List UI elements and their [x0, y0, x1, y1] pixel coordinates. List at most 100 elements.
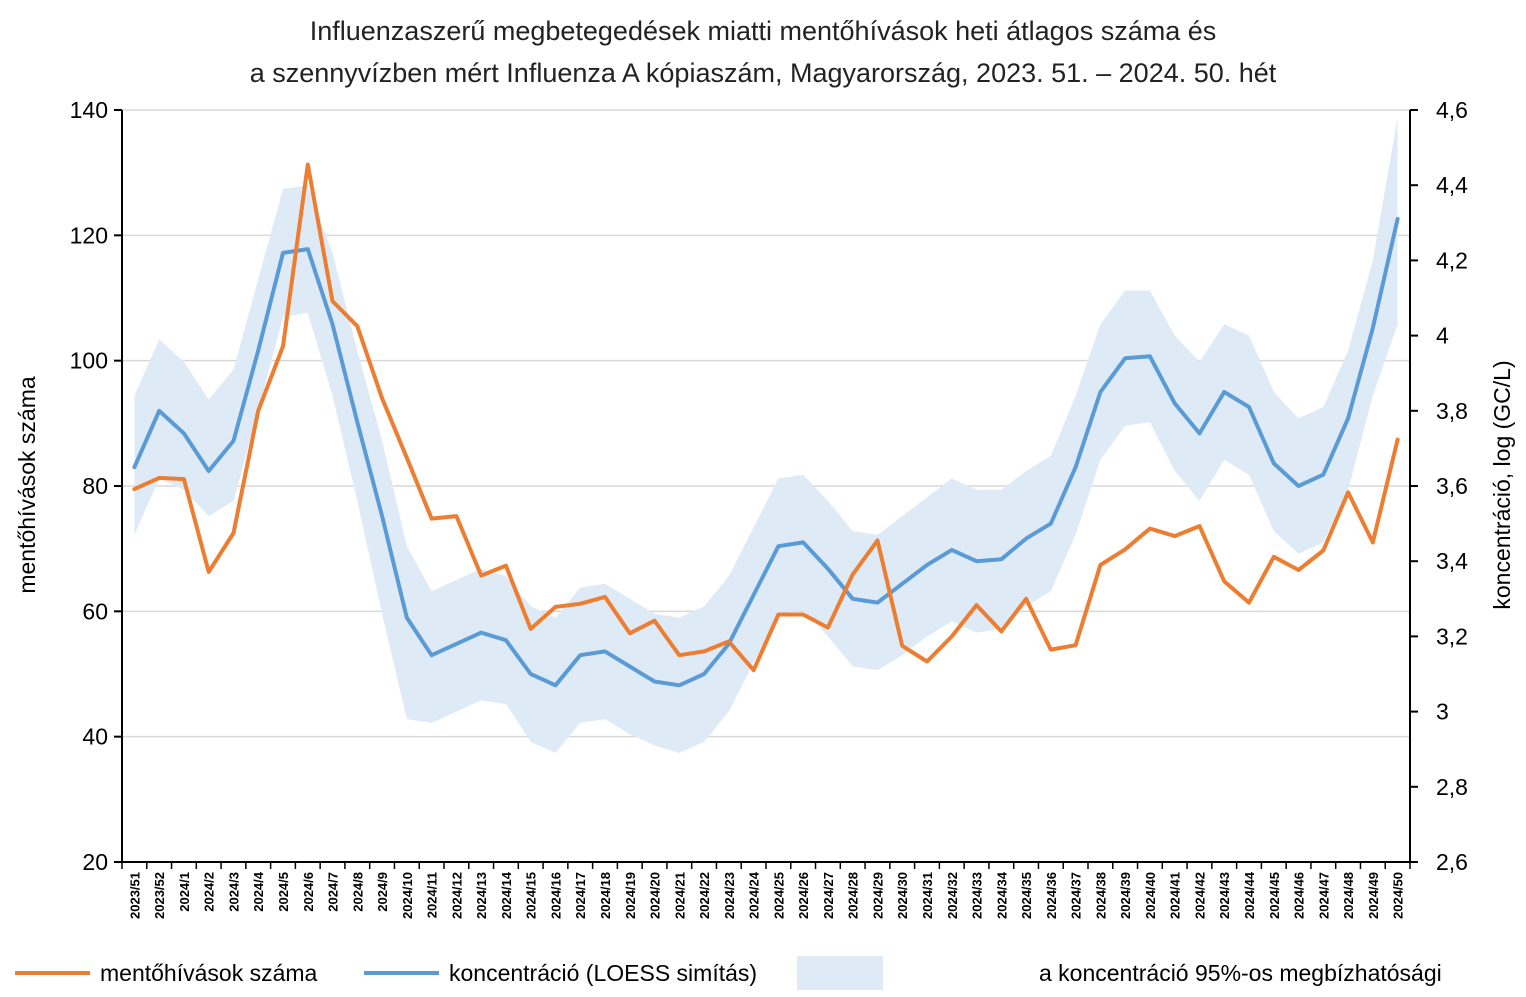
data-point-mentohivasok	[653, 619, 657, 623]
x-axis-ticks: 2023/51 2023/52 2024/1 2024/2 2024/3 2024/4 20…	[121, 862, 1411, 919]
data-point-koncentracio	[925, 563, 929, 567]
data-point-koncentracio	[677, 683, 681, 687]
x-tick-label: 2024/18	[598, 872, 613, 919]
data-point-mentohivasok	[801, 612, 805, 616]
data-point-koncentracio	[1272, 461, 1276, 465]
data-point-mentohivasok	[1321, 549, 1325, 553]
data-point-mentohivasok	[479, 574, 483, 578]
x-tick-label: 2024/7	[326, 872, 341, 912]
x-tick-label: 2024/48	[1341, 872, 1356, 919]
x-tick-label: 2024/15	[524, 872, 539, 919]
data-point-mentohivasok	[182, 477, 186, 481]
data-point-mentohivasok	[380, 396, 384, 400]
y-tick-label-left: 40	[82, 724, 108, 750]
data-point-koncentracio	[826, 567, 830, 571]
x-tick-label: 2024/46	[1292, 872, 1307, 919]
data-point-mentohivasok	[504, 564, 508, 568]
data-point-koncentracio	[900, 582, 904, 586]
x-tick-label: 2024/44	[1242, 871, 1257, 919]
data-point-mentohivasok	[529, 627, 533, 631]
data-point-koncentracio	[529, 672, 533, 676]
x-tick-label: 2024/23	[722, 872, 737, 919]
x-tick-label: 2024/34	[994, 871, 1009, 919]
x-tick-label: 2024/13	[474, 872, 489, 919]
x-tick-label: 2024/26	[796, 872, 811, 919]
data-point-mentohivasok	[578, 602, 582, 606]
data-point-koncentracio	[1371, 326, 1375, 330]
data-point-mentohivasok	[430, 517, 434, 521]
data-point-koncentracio	[603, 649, 607, 653]
y-axis-left-label: mentőhívások száma	[14, 376, 40, 594]
y-tick-label-right: 3,2	[1436, 623, 1468, 649]
data-point-mentohivasok	[1049, 648, 1053, 652]
y-tick-label-left: 120	[70, 222, 108, 248]
data-point-koncentracio	[1247, 405, 1251, 409]
y-tick-label-right: 3,4	[1436, 548, 1468, 574]
data-point-mentohivasok	[1222, 579, 1226, 583]
data-point-koncentracio	[1049, 522, 1053, 526]
data-points	[132, 163, 1400, 687]
y-tick-label-right: 2,6	[1436, 849, 1468, 875]
data-point-koncentracio	[281, 251, 285, 255]
data-point-mentohivasok	[1247, 601, 1251, 605]
x-tick-label: 2024/42	[1193, 872, 1208, 919]
data-point-mentohivasok	[1173, 534, 1177, 538]
x-tick-label: 2024/43	[1217, 872, 1232, 919]
data-point-mentohivasok	[603, 595, 607, 599]
x-tick-label: 2024/40	[1143, 872, 1158, 919]
y-axis-left-ticks: 20 40 60 80 100 120 140	[70, 97, 122, 875]
data-point-mentohivasok	[306, 163, 310, 167]
y-axis-right-ticks: 2,6 2,8 3 3,2 3,4 3,6 3,8 4 4,2 4,4 4,6	[1410, 97, 1468, 875]
data-point-koncentracio	[1148, 354, 1152, 358]
x-tick-label: 2024/16	[549, 872, 564, 919]
x-tick-label: 2024/33	[970, 872, 985, 919]
data-point-koncentracio	[999, 557, 1003, 561]
chart-title: Influenzaszerű megbetegedések miatti men…	[310, 16, 1217, 46]
x-tick-label: 2024/35	[1019, 872, 1034, 919]
x-tick-label: 2024/50	[1391, 872, 1406, 919]
data-point-koncentracio	[1197, 431, 1201, 435]
x-tick-label: 2024/25	[771, 872, 786, 919]
data-point-mentohivasok	[776, 612, 780, 616]
data-point-mentohivasok	[1074, 643, 1078, 647]
data-point-koncentracio	[1074, 465, 1078, 469]
y-tick-label-right: 4,4	[1436, 172, 1468, 198]
data-point-mentohivasok	[157, 476, 161, 480]
data-point-mentohivasok	[1396, 438, 1400, 442]
x-tick-label: 2024/31	[920, 872, 935, 919]
data-point-mentohivasok	[875, 539, 879, 543]
y-tick-label-left: 20	[82, 849, 108, 875]
data-point-koncentracio	[1396, 217, 1400, 221]
x-tick-label: 2024/4	[251, 871, 266, 912]
data-point-koncentracio	[653, 680, 657, 684]
x-tick-label: 2024/29	[871, 872, 886, 919]
y-tick-label-right: 3,8	[1436, 398, 1468, 424]
data-point-koncentracio	[454, 642, 458, 646]
data-point-mentohivasok	[454, 514, 458, 518]
x-tick-label: 2024/38	[1093, 872, 1108, 919]
x-tick-label: 2023/51	[127, 872, 142, 919]
data-point-koncentracio	[331, 322, 335, 326]
data-point-mentohivasok	[900, 644, 904, 648]
x-tick-label: 2024/3	[227, 872, 242, 912]
data-point-koncentracio	[132, 465, 136, 469]
legend-label-koncentracio: koncentráció (LOESS simítás)	[449, 960, 757, 986]
data-point-mentohivasok	[727, 639, 731, 643]
x-tick-label: 2024/36	[1044, 872, 1059, 919]
x-tick-label: 2024/19	[623, 872, 638, 919]
data-point-mentohivasok	[256, 409, 260, 413]
x-tick-label: 2024/20	[648, 872, 663, 919]
x-tick-label: 2024/27	[821, 872, 836, 919]
data-point-mentohivasok	[132, 487, 136, 491]
data-point-koncentracio	[727, 642, 731, 646]
legend-swatch-confidence-band	[797, 956, 883, 990]
data-point-koncentracio	[405, 616, 409, 620]
data-point-koncentracio	[504, 638, 508, 642]
data-point-mentohivasok	[826, 626, 830, 630]
data-point-koncentracio	[776, 544, 780, 548]
data-point-mentohivasok	[1346, 490, 1350, 494]
y-tick-label-left: 100	[70, 348, 108, 374]
chart-subtitle: a szennyvízben mért Influenza A kópiaszá…	[250, 58, 1277, 88]
data-point-mentohivasok	[1098, 563, 1102, 567]
y-tick-label-right: 2,8	[1436, 774, 1468, 800]
